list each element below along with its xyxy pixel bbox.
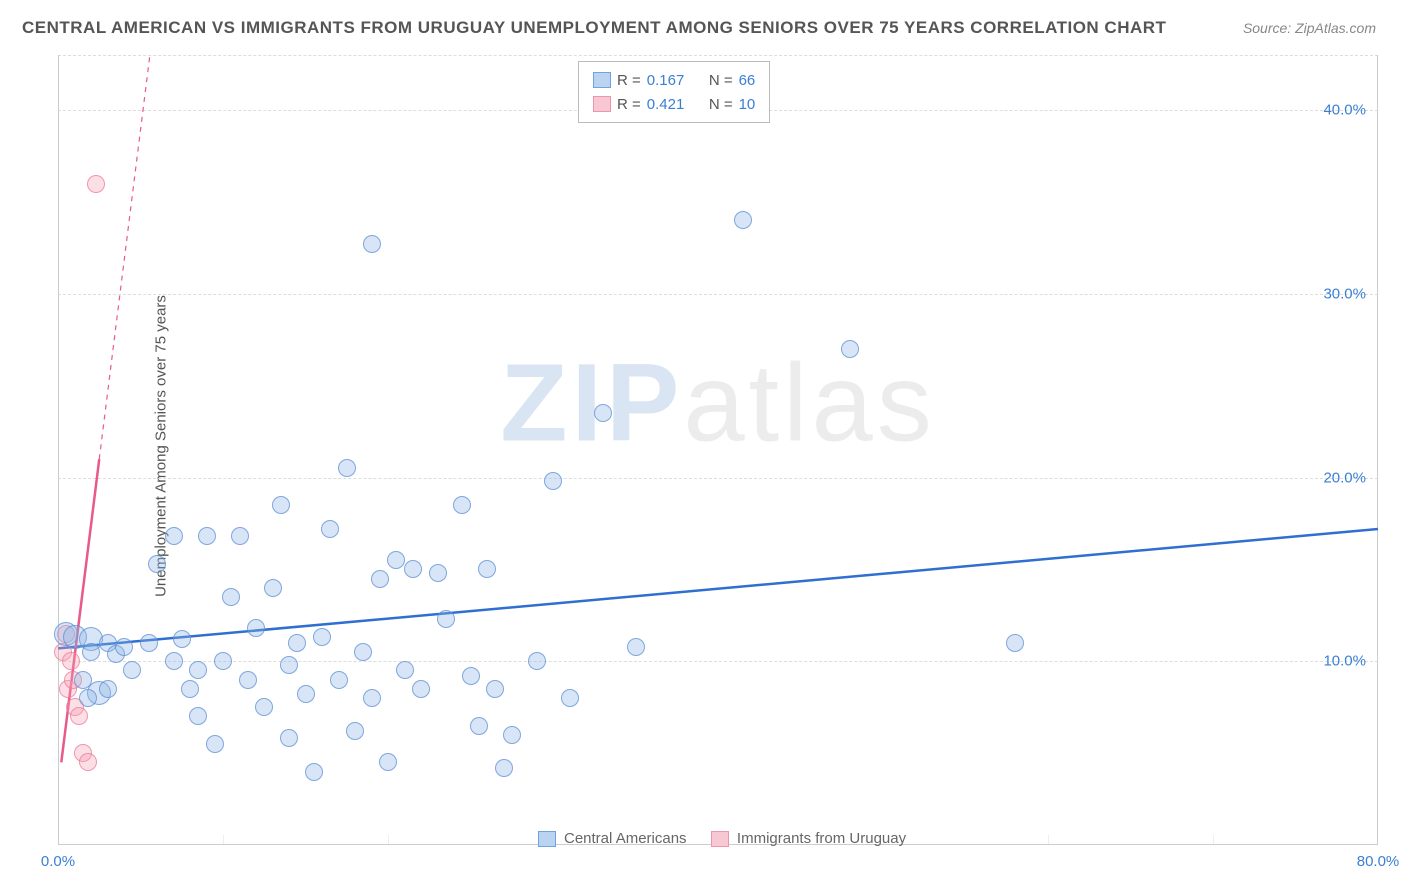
data-point-central-american — [321, 520, 339, 538]
xtick-label: 80.0% — [1357, 853, 1400, 870]
data-point-central-american — [231, 527, 249, 545]
data-point-central-american — [288, 634, 306, 652]
r-value: 0.167 — [647, 72, 685, 89]
data-point-central-american — [214, 652, 232, 670]
data-point-central-american — [462, 667, 480, 685]
legend-swatch — [593, 96, 611, 112]
series-legend: Central Americans Immigrants from Urugua… — [538, 830, 922, 847]
stats-legend-row: R = 0.167 N = 66 — [593, 68, 755, 92]
data-point-central-american — [396, 661, 414, 679]
data-point-central-american — [99, 680, 117, 698]
data-point-central-american — [239, 671, 257, 689]
data-point-central-american — [561, 689, 579, 707]
data-point-central-american — [412, 680, 430, 698]
data-point-central-american — [82, 643, 100, 661]
data-point-central-american — [371, 570, 389, 588]
data-point-central-american — [173, 630, 191, 648]
data-point-central-american — [189, 661, 207, 679]
data-point-central-american — [330, 671, 348, 689]
n-label: N = — [709, 96, 733, 113]
n-label: N = — [709, 72, 733, 89]
data-point-central-american — [338, 459, 356, 477]
data-point-central-american — [280, 656, 298, 674]
data-point-uruguay — [70, 707, 88, 725]
data-point-central-american — [478, 560, 496, 578]
r-label: R = — [617, 72, 641, 89]
data-point-central-american — [264, 579, 282, 597]
n-value: 10 — [739, 96, 756, 113]
stats-legend-row: R = 0.421 N = 10 — [593, 92, 755, 116]
data-point-central-american — [404, 560, 422, 578]
data-point-central-american — [297, 685, 315, 703]
data-point-central-american — [189, 707, 207, 725]
data-point-central-american — [354, 643, 372, 661]
data-point-central-american — [206, 735, 224, 753]
data-point-central-american — [222, 588, 240, 606]
data-point-central-american — [198, 527, 216, 545]
data-point-central-american — [627, 638, 645, 656]
data-point-central-american — [305, 763, 323, 781]
data-point-central-american — [165, 652, 183, 670]
data-point-central-american — [272, 496, 290, 514]
data-point-central-american — [140, 634, 158, 652]
data-point-central-american — [734, 211, 752, 229]
plot-area: ZIPatlas 10.0%20.0%30.0%40.0%0.0%80.0% R… — [58, 55, 1378, 845]
data-point-central-american — [363, 235, 381, 253]
chart-container: CENTRAL AMERICAN VS IMMIGRANTS FROM URUG… — [0, 0, 1406, 892]
data-point-central-american — [841, 340, 859, 358]
data-point-central-american — [181, 680, 199, 698]
stats-legend: R = 0.167 N = 66 R = 0.421 N = 10 — [578, 61, 770, 123]
data-point-central-american — [594, 404, 612, 422]
data-point-central-american — [123, 661, 141, 679]
data-point-central-american — [247, 619, 265, 637]
data-point-central-american — [363, 689, 381, 707]
data-point-central-american — [528, 652, 546, 670]
legend-swatch — [538, 831, 556, 847]
data-point-uruguay — [87, 175, 105, 193]
data-point-central-american — [79, 689, 97, 707]
data-point-uruguay — [62, 652, 80, 670]
data-point-central-american — [429, 564, 447, 582]
chart-title: CENTRAL AMERICAN VS IMMIGRANTS FROM URUG… — [22, 18, 1166, 38]
data-point-central-american — [1006, 634, 1024, 652]
data-point-central-american — [387, 551, 405, 569]
legend-swatch — [593, 72, 611, 88]
data-point-uruguay — [79, 753, 97, 771]
data-point-central-american — [115, 638, 133, 656]
data-point-central-american — [503, 726, 521, 744]
data-point-central-american — [495, 759, 513, 777]
r-value: 0.421 — [647, 96, 685, 113]
r-label: R = — [617, 96, 641, 113]
data-point-central-american — [379, 753, 397, 771]
legend-series-label: Immigrants from Uruguay — [737, 830, 906, 847]
data-point-central-american — [74, 671, 92, 689]
data-point-central-american — [470, 717, 488, 735]
data-point-central-american — [255, 698, 273, 716]
data-point-central-american — [437, 610, 455, 628]
legend-series-label: Central Americans — [564, 830, 687, 847]
data-point-central-american — [165, 527, 183, 545]
data-point-central-american — [486, 680, 504, 698]
trend-lines — [58, 55, 1378, 845]
data-point-central-american — [346, 722, 364, 740]
source-attribution: Source: ZipAtlas.com — [1243, 20, 1376, 36]
data-point-central-american — [148, 555, 166, 573]
data-point-central-american — [544, 472, 562, 490]
xtick-label: 0.0% — [41, 853, 75, 870]
data-point-central-american — [313, 628, 331, 646]
data-point-central-american — [453, 496, 471, 514]
legend-swatch — [711, 831, 729, 847]
n-value: 66 — [739, 72, 756, 89]
data-point-central-american — [280, 729, 298, 747]
